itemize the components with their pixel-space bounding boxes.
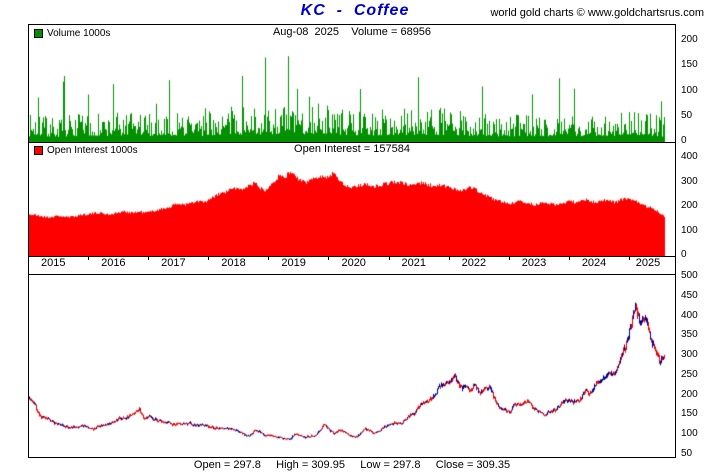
price-summary: Open = 297.8 High = 309.95 Low = 297.8 C… bbox=[193, 459, 511, 471]
y-axis-tick-label: 300 bbox=[681, 349, 698, 361]
y-axis-tick-label: 400 bbox=[681, 151, 698, 162]
y-axis-tick-label: 200 bbox=[681, 200, 698, 211]
x-axis-year-label: 2016 bbox=[101, 257, 126, 269]
y-axis-tick-label: 150 bbox=[681, 408, 698, 420]
x-axis-year-label: 2018 bbox=[221, 257, 246, 269]
y-axis-tick-label: 450 bbox=[681, 289, 698, 301]
x-axis-year-label: 2019 bbox=[281, 257, 306, 269]
volume-caption: Aug-08 2025 Volume = 68956 bbox=[272, 26, 432, 38]
open-interest-legend: Open Interest 1000s bbox=[32, 145, 140, 156]
y-axis-tick-label: 200 bbox=[681, 34, 698, 45]
x-axis-tick bbox=[448, 256, 450, 260]
y-axis-tick-label: 350 bbox=[681, 329, 698, 341]
x-axis-tick bbox=[148, 256, 150, 260]
volume-legend-swatch-icon bbox=[34, 29, 43, 38]
site-watermark: world gold charts © www.goldchartsrus.co… bbox=[490, 7, 704, 19]
open-interest-legend-swatch-icon bbox=[34, 146, 43, 155]
x-axis-tick bbox=[388, 256, 390, 260]
price-canvas bbox=[29, 275, 675, 457]
y-axis-tick-label: 0 bbox=[681, 249, 687, 260]
volume-canvas bbox=[29, 41, 675, 142]
x-axis-year-label: 2024 bbox=[581, 257, 607, 269]
separator-oi-years bbox=[29, 256, 675, 257]
x-axis-year-label: 2021 bbox=[401, 257, 427, 269]
x-axis-tick bbox=[28, 256, 29, 260]
y-axis-tick-label: 0 bbox=[681, 135, 687, 146]
y-axis-tick-label: 100 bbox=[681, 224, 698, 236]
y-axis-tick-label: 400 bbox=[681, 309, 698, 321]
x-axis-year-label: 2020 bbox=[341, 257, 366, 269]
x-axis-tick bbox=[328, 256, 330, 260]
x-axis-tick bbox=[208, 256, 210, 260]
x-axis-tick bbox=[268, 256, 270, 260]
chart-title: KC - Coffee bbox=[300, 2, 410, 19]
x-axis-tick bbox=[508, 256, 510, 260]
volume-legend: Volume 1000s bbox=[32, 28, 113, 39]
open-interest-canvas bbox=[29, 158, 675, 256]
y-axis-tick-label: 150 bbox=[681, 59, 698, 71]
y-axis-tick-label: 200 bbox=[681, 388, 698, 400]
x-axis-year-label: 2025 bbox=[635, 257, 661, 269]
open-interest-caption: Open Interest = 157584 bbox=[294, 143, 410, 155]
x-axis-tick bbox=[568, 256, 570, 260]
separator-years-price bbox=[29, 274, 675, 275]
x-axis-tick bbox=[628, 256, 630, 260]
x-axis-year-label: 2015 bbox=[40, 257, 66, 269]
chart-frame: Aug-08 2025 Volume = 68956 Volume 1000s … bbox=[28, 24, 676, 458]
x-axis-tick bbox=[88, 256, 90, 260]
y-axis-tick-label: 50 bbox=[681, 109, 693, 121]
y-axis-tick-label: 500 bbox=[681, 269, 698, 281]
y-axis-tick-label: 100 bbox=[681, 84, 698, 96]
open-interest-legend-label: Open Interest 1000s bbox=[47, 145, 138, 156]
y-axis-tick-label: 100 bbox=[681, 428, 698, 440]
y-axis-tick-label: 50 bbox=[681, 448, 693, 460]
y-axis-tick-label: 250 bbox=[681, 368, 698, 380]
y-axis-tick-label: 300 bbox=[681, 175, 698, 187]
x-axis-year-label: 2017 bbox=[161, 257, 186, 269]
separator-volume-oi bbox=[29, 142, 675, 143]
x-axis-year-label: 2023 bbox=[521, 257, 547, 269]
x-axis-year-label: 2022 bbox=[461, 257, 487, 269]
volume-legend-label: Volume 1000s bbox=[47, 28, 111, 39]
